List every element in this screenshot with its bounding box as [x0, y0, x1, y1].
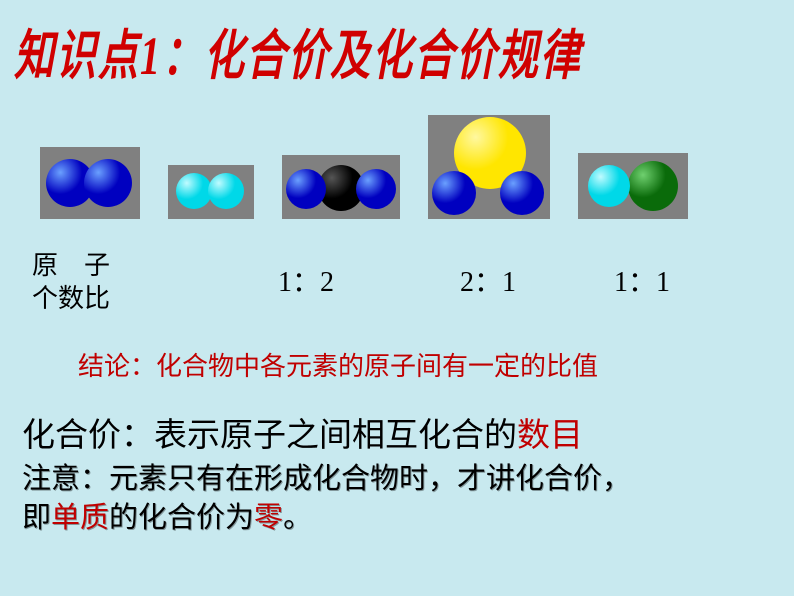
definition-part1: 化合价：表示原子之间相互化合的 — [22, 418, 517, 454]
molecule-row — [40, 115, 688, 219]
atom-sphere — [356, 169, 396, 209]
conclusion-text: 结论：化合物中各元素的原子间有一定的比值 — [78, 346, 598, 383]
molecule-box — [40, 147, 140, 219]
note-p4: 的化合价为 — [109, 502, 254, 534]
atom-sphere — [432, 171, 476, 215]
note-p1: 注意：元素只有在形成化合物时，才讲化合价， — [22, 463, 631, 495]
note-p2: 即 — [22, 502, 51, 534]
note-p6: 。 — [283, 502, 312, 534]
molecule-box — [428, 115, 550, 219]
atom-sphere — [208, 173, 244, 209]
ratio-2: 2：1 — [460, 260, 516, 300]
atom-sphere — [286, 169, 326, 209]
definition-text: 化合价：表示原子之间相互化合的数目 — [22, 408, 583, 456]
ratio-3: 1：1 — [614, 260, 670, 300]
note-text: 注意：元素只有在形成化合物时，才讲化合价， 即单质的化合价为零。 — [22, 460, 631, 538]
note-p3: 单质 — [51, 502, 109, 534]
atom-sphere — [176, 173, 212, 209]
molecule-box — [282, 155, 400, 219]
atom-sphere — [628, 161, 678, 211]
molecule-box — [168, 165, 254, 219]
note-p5: 零 — [254, 502, 283, 534]
atom-sphere — [84, 159, 132, 207]
atom-sphere — [588, 165, 630, 207]
definition-part2: 数目 — [517, 418, 583, 454]
ratio-1: 1：2 — [278, 260, 334, 300]
ratio-label: 原 子个数比 — [32, 250, 110, 315]
molecule-box — [578, 153, 688, 219]
page-title: 知识点1：化合价及化合价规律 — [14, 12, 582, 90]
atom-sphere — [500, 171, 544, 215]
